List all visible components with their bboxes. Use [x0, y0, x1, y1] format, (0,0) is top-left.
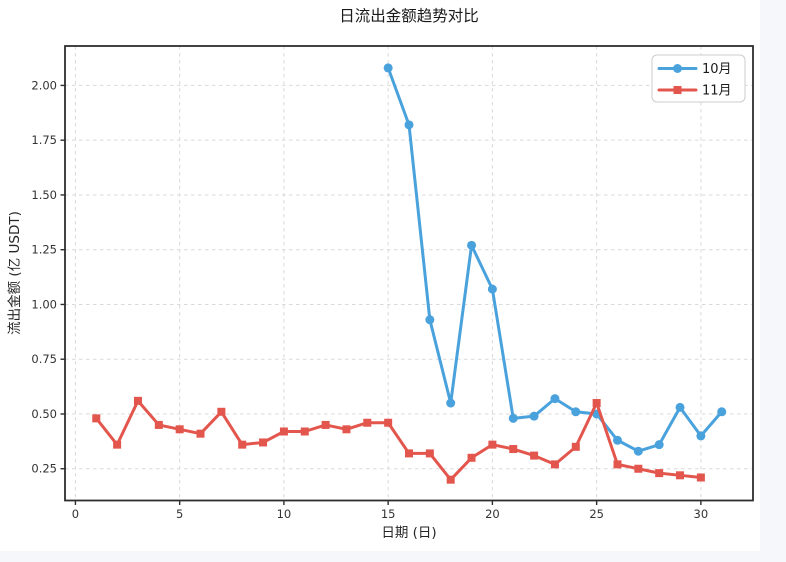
chart-figure: 0 5 10 15 20 25 30 0.25 0.50 0.75 1.00 1.25 1.50 1.75… — [7, 7, 754, 541]
data-point-10月 — [446, 398, 456, 408]
data-point-11月 — [321, 420, 330, 429]
x-tick-label: 30 — [694, 507, 709, 521]
data-point-11月 — [133, 396, 142, 405]
line-chart: 0 5 10 15 20 25 30 0.25 0.50 0.75 1.00 1.25 1.50 1.75… — [7, 7, 754, 541]
data-point-10月 — [571, 407, 581, 417]
x-tick-label: 20 — [485, 507, 500, 521]
data-point-10月 — [487, 284, 497, 294]
data-point-10月 — [467, 240, 477, 250]
data-point-11月 — [550, 460, 559, 469]
data-point-11月 — [92, 414, 101, 423]
data-point-11月 — [571, 442, 580, 451]
data-point-10月 — [633, 446, 643, 456]
y-tick-label: 1.00 — [31, 297, 57, 311]
y-tick-label: 0.75 — [31, 352, 57, 366]
data-point-11月 — [279, 427, 288, 436]
data-point-10月 — [675, 402, 685, 412]
data-point-11月 — [676, 471, 685, 480]
legend-label: 10月 — [702, 62, 732, 77]
data-point-10月 — [383, 63, 393, 73]
data-point-10月 — [529, 411, 539, 421]
y-axis-label: 流出金额 (亿 USDT) — [7, 211, 23, 335]
chart-title: 日流出金额趋势对比 — [339, 7, 479, 25]
gridlines — [65, 46, 753, 501]
data-point-11月 — [384, 418, 393, 427]
data-point-11月 — [655, 469, 664, 478]
x-tick-label: 25 — [589, 507, 604, 521]
data-point-11月 — [446, 475, 455, 484]
data-point-11月 — [196, 429, 205, 438]
y-tick-label: 0.50 — [31, 407, 57, 421]
data-series — [92, 63, 727, 484]
x-tick-label: 5 — [176, 507, 183, 521]
data-point-11月 — [217, 407, 226, 416]
data-point-10月 — [404, 120, 414, 130]
data-point-11月 — [592, 399, 601, 408]
data-point-11月 — [405, 449, 413, 458]
data-point-11月 — [467, 453, 476, 462]
x-tick-label: 10 — [277, 507, 292, 521]
data-point-11月 — [488, 440, 497, 449]
legend-label: 11月 — [702, 84, 732, 99]
data-point-10月 — [550, 394, 560, 404]
y-tick-label: 1.25 — [31, 243, 57, 257]
x-tick-label: 0 — [72, 507, 79, 521]
data-point-10月 — [717, 407, 727, 417]
x-tick-label: 15 — [381, 507, 396, 521]
data-point-10月 — [425, 315, 435, 325]
y-tick-label: 1.50 — [31, 188, 57, 202]
data-point-11月 — [238, 440, 247, 449]
y-tick-label: 2.00 — [31, 78, 57, 92]
y-tick-label: 0.25 — [31, 462, 57, 476]
data-point-11月 — [300, 427, 309, 436]
data-point-10月 — [654, 440, 664, 450]
data-point-11月 — [113, 440, 122, 449]
data-point-11月 — [154, 420, 163, 429]
data-point-11月 — [259, 438, 268, 447]
data-point-10月 — [508, 413, 518, 423]
data-point-11月 — [175, 425, 184, 434]
data-point-11月 — [696, 473, 705, 482]
data-point-11月 — [613, 460, 622, 469]
y-tick-label: 1.75 — [31, 133, 57, 147]
legend-marker-square — [673, 86, 682, 94]
data-point-10月 — [612, 435, 622, 445]
plot-area-border — [64, 45, 754, 502]
legend-marker-circle — [673, 64, 682, 73]
x-axis-label: 日期 (日) — [381, 525, 436, 541]
series-line-11月 — [94, 399, 703, 482]
data-point-11月 — [342, 425, 351, 434]
data-point-11月 — [425, 449, 434, 458]
data-point-11月 — [634, 464, 643, 473]
data-point-11月 — [530, 451, 539, 460]
data-point-10月 — [696, 431, 706, 441]
axis-ticks: 0 5 10 15 20 25 30 0.25 0.50 0.75 1.00 1.25 1.50 1.75… — [31, 78, 708, 521]
data-point-11月 — [509, 445, 518, 454]
series-line-10月 — [386, 66, 724, 453]
data-point-11月 — [363, 418, 372, 427]
